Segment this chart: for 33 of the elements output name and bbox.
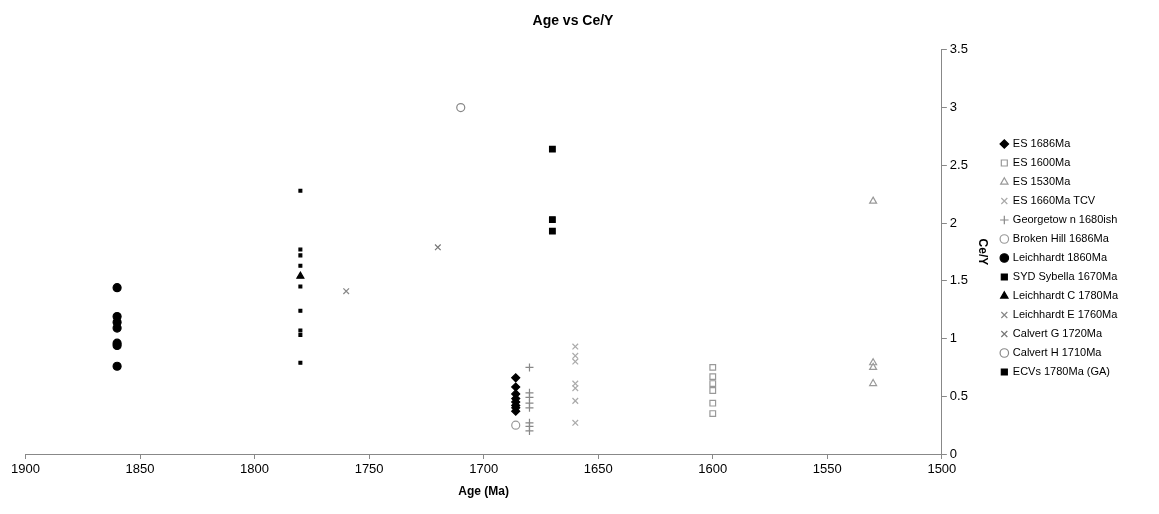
y-tick-label: 2.5	[949, 156, 968, 172]
legend-label: ES 1530Ma	[1012, 175, 1072, 188]
y-tick-label: 0	[949, 445, 958, 461]
x-tick-label: 1600	[698, 461, 728, 477]
y-axis-title: Ce/Y	[975, 238, 990, 266]
legend-label: Georgetow n 1680ish	[1012, 213, 1118, 226]
x-tick-label: 1800	[240, 461, 270, 477]
y-tick-label: 0.5	[949, 387, 968, 403]
y-tick-label: 1.5	[949, 272, 968, 288]
x-tick-label: 1700	[469, 461, 499, 477]
chart-title: Age vs Ce/Y	[532, 12, 615, 29]
legend-label: Leichhardt 1860Ma	[1012, 251, 1108, 264]
legend-label: ES 1600Ma	[1012, 156, 1072, 169]
x-tick-label: 1500	[927, 461, 957, 477]
x-axis-title: Age (Ma)	[458, 484, 509, 499]
x-tick-label: 1550	[812, 461, 842, 477]
legend-label: ES 1660Ma TCV	[1012, 194, 1096, 207]
y-tick-label: 2	[949, 214, 958, 230]
x-tick-label: 1850	[125, 461, 155, 477]
y-tick-label: 3.5	[949, 41, 968, 57]
legend-label: ES 1686Ma	[1012, 137, 1072, 150]
legend-label: Calvert G 1720Ma	[1012, 327, 1103, 340]
x-tick-label: 1750	[354, 461, 384, 477]
y-tick-label: 1	[949, 330, 958, 346]
legend-label: Broken Hill 1686Ma	[1012, 232, 1110, 245]
y-tick-label: 3	[949, 99, 958, 115]
legend-label: Leichhardt E 1760Ma	[1012, 308, 1119, 321]
legend-label: ECVs 1780Ma (GA)	[1012, 365, 1111, 378]
legend-label: Calvert H 1710Ma	[1012, 346, 1103, 359]
x-tick-label: 1650	[583, 461, 613, 477]
legend-label: Leichhardt C 1780Ma	[1012, 289, 1119, 302]
legend-label: SYD Sybella 1670Ma	[1012, 270, 1119, 283]
x-tick-label: 1900	[11, 461, 40, 477]
